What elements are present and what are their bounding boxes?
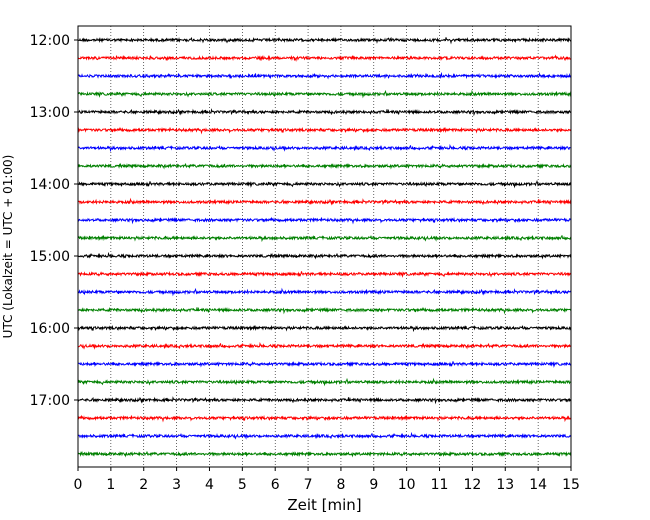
x-tick-label-14: 14 <box>529 477 547 493</box>
y-tick-label-2: 14:00 <box>30 177 70 193</box>
y-tick-label-3: 15:00 <box>30 249 70 265</box>
trace-1315 <box>77 126 572 135</box>
x-tick-label-7: 7 <box>304 477 313 493</box>
seismogram-traces <box>77 36 572 458</box>
y-tick-label-4: 16:00 <box>30 321 70 337</box>
trace-1200 <box>77 36 572 45</box>
trace-1230 <box>77 71 572 80</box>
trace-1730 <box>77 431 572 440</box>
trace-1715 <box>77 414 572 423</box>
x-tick-label-3: 3 <box>172 477 181 493</box>
x-tick-label-0: 0 <box>74 477 83 493</box>
trace-1415 <box>77 197 572 206</box>
trace-1500 <box>77 251 572 260</box>
x-tick-label-6: 6 <box>271 477 280 493</box>
trace-1345 <box>77 162 572 170</box>
trace-1645 <box>77 377 572 387</box>
trace-1215 <box>77 54 572 62</box>
y-tick-label-5: 17:00 <box>30 393 70 409</box>
trace-1245 <box>77 89 572 99</box>
trace-1615 <box>77 341 572 350</box>
x-tick-label-11: 11 <box>431 477 449 493</box>
trace-1445 <box>77 234 572 243</box>
trace-1530 <box>77 287 572 297</box>
trace-1300 <box>77 108 572 117</box>
trace-1545 <box>77 306 572 315</box>
x-tick-label-10: 10 <box>398 477 416 493</box>
trace-1600 <box>77 324 572 333</box>
x-tick-label-9: 9 <box>369 477 378 493</box>
y-axis-label: UTC (Lokalzeit = UTC + 01:00) <box>1 155 15 339</box>
trace-1430 <box>77 216 572 225</box>
x-axis-ticks: 0 1 2 3 4 5 6 7 8 9 10 11 12 13 14 15 <box>74 467 580 493</box>
x-tick-label-15: 15 <box>562 477 580 493</box>
x-tick-label-4: 4 <box>205 477 214 493</box>
trace-1400 <box>77 179 572 189</box>
plot-frame <box>77 25 572 468</box>
trace-1630 <box>77 360 572 368</box>
x-tick-label-1: 1 <box>106 477 115 493</box>
y-axis-ticks: 12:00 13:00 14:00 15:00 16:00 17:00 <box>30 33 78 409</box>
trace-1700 <box>77 396 572 405</box>
x-tick-label-2: 2 <box>139 477 148 493</box>
trace-1745 <box>77 450 572 458</box>
x-tick-label-13: 13 <box>496 477 514 493</box>
trace-1330 <box>77 143 572 153</box>
x-tick-label-8: 8 <box>336 477 345 493</box>
y-tick-label-1: 13:00 <box>30 105 70 121</box>
x-tick-label-12: 12 <box>463 477 481 493</box>
x-axis-label: Zeit [min] <box>287 496 361 514</box>
y-tick-label-0: 12:00 <box>30 33 70 49</box>
x-tick-label-5: 5 <box>238 477 247 493</box>
trace-1515 <box>77 270 572 278</box>
